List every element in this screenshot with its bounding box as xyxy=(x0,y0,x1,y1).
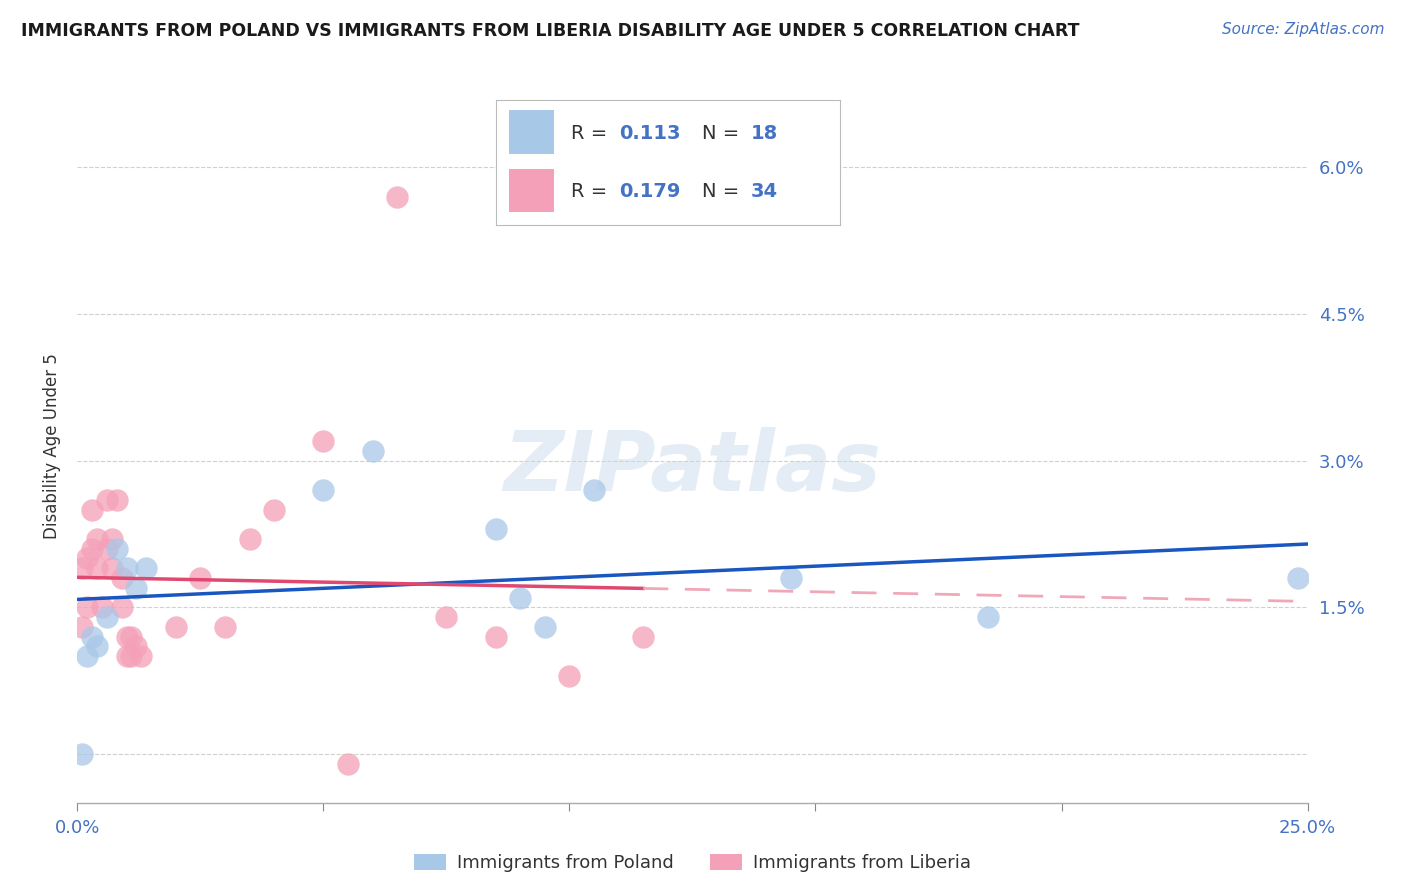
Text: IMMIGRANTS FROM POLAND VS IMMIGRANTS FROM LIBERIA DISABILITY AGE UNDER 5 CORRELA: IMMIGRANTS FROM POLAND VS IMMIGRANTS FRO… xyxy=(21,22,1080,40)
Point xyxy=(977,610,1000,624)
Point xyxy=(509,591,531,605)
Point xyxy=(239,532,262,546)
Point xyxy=(121,630,143,644)
Y-axis label: Disability Age Under 5: Disability Age Under 5 xyxy=(42,353,60,539)
Point xyxy=(70,620,93,634)
Point xyxy=(583,483,606,497)
Point xyxy=(485,522,508,536)
Point xyxy=(780,571,803,585)
Point xyxy=(436,610,458,624)
Point xyxy=(1286,571,1309,585)
Point xyxy=(361,443,384,458)
Point xyxy=(115,561,138,575)
Point xyxy=(125,640,148,654)
Point xyxy=(76,600,98,615)
Text: ZIPatlas: ZIPatlas xyxy=(503,427,882,508)
Point xyxy=(214,620,236,634)
Point xyxy=(96,610,118,624)
Point xyxy=(188,571,212,585)
Point xyxy=(82,630,104,644)
Point xyxy=(312,483,335,497)
Point xyxy=(70,747,93,761)
Point xyxy=(263,502,285,516)
Text: Source: ZipAtlas.com: Source: ZipAtlas.com xyxy=(1222,22,1385,37)
Point xyxy=(101,532,124,546)
Point xyxy=(558,669,581,683)
Point xyxy=(111,600,132,615)
Point xyxy=(485,630,508,644)
Point xyxy=(76,551,98,566)
Point xyxy=(633,630,655,644)
Point xyxy=(82,541,104,556)
Point xyxy=(111,571,132,585)
Point xyxy=(86,532,108,546)
Point xyxy=(125,581,148,595)
Point xyxy=(385,190,409,204)
Point xyxy=(129,649,153,664)
Point xyxy=(534,620,557,634)
Point xyxy=(82,502,104,516)
Point xyxy=(70,561,93,575)
Point xyxy=(105,492,128,507)
Point xyxy=(90,600,114,615)
Point xyxy=(86,561,108,575)
Point xyxy=(76,649,98,664)
Point xyxy=(96,541,118,556)
Point xyxy=(101,561,124,575)
Point xyxy=(105,541,128,556)
Point xyxy=(115,649,138,664)
Point xyxy=(312,434,335,449)
Point xyxy=(135,561,157,575)
Point xyxy=(165,620,187,634)
Point xyxy=(96,492,118,507)
Legend: Immigrants from Poland, Immigrants from Liberia: Immigrants from Poland, Immigrants from … xyxy=(406,847,979,880)
Point xyxy=(121,649,143,664)
Point xyxy=(115,630,138,644)
Point xyxy=(337,756,360,771)
Point xyxy=(86,640,108,654)
